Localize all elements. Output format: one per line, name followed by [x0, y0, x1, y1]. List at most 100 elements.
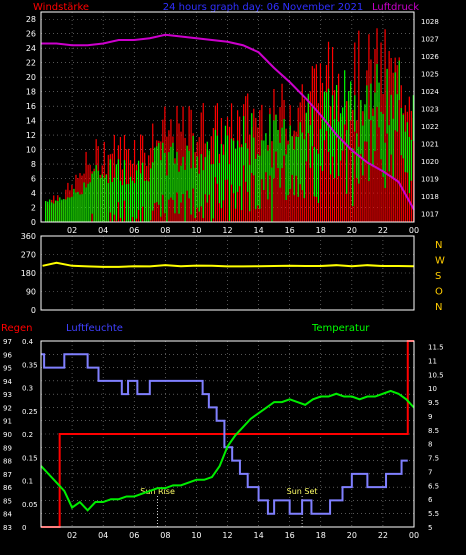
wind-tick-label: 2	[31, 204, 36, 213]
wind-tick-label: 0	[31, 218, 36, 227]
temperature-tick-label: 6.5	[428, 482, 439, 490]
time-tick-label: 06	[129, 531, 139, 540]
sun-marker-label: Sun Set	[287, 487, 318, 496]
wind-tick-label: 14	[26, 117, 36, 126]
humidity-tick-label: 87	[3, 471, 12, 479]
wind-tick-label: 16	[26, 102, 36, 111]
time-tick-label: 18	[316, 226, 326, 235]
direction-letter: O	[435, 287, 443, 298]
wind-tick-label: 10	[26, 146, 36, 155]
pressure-tick-label: 1020	[421, 158, 439, 166]
rain-tick-label: 0.35	[22, 361, 38, 369]
pressure-series	[41, 33, 415, 211]
time-tick-label: 22	[378, 531, 388, 540]
wind-tick-label: 8	[31, 160, 36, 169]
humidity-tick-label: 95	[3, 365, 12, 373]
humidity-tick-label: 91	[3, 418, 12, 426]
wind-tick-label: 22	[26, 59, 36, 68]
direction-letter: N	[435, 240, 442, 251]
time-tick-label: 16	[285, 226, 295, 235]
time-tick-label: 14	[253, 531, 263, 540]
time-tick-label: 00	[409, 531, 419, 540]
temperature-tick-label: 8	[428, 441, 432, 449]
time-tick-label: 02	[67, 531, 77, 540]
rain-tick-label: 0.4	[22, 338, 34, 346]
time-tick-label: 12	[222, 226, 232, 235]
humidity-tick-label: 93	[3, 391, 12, 399]
direction-tick-label: 270	[21, 251, 36, 260]
humidity-tick-label: 85	[3, 497, 12, 505]
humidity-tick-label: 90	[3, 431, 12, 439]
wind-panel-frame	[40, 11, 415, 223]
temperature-tick-label: 5	[428, 524, 432, 532]
time-tick-label: 08	[160, 531, 170, 540]
rain-tick-label: 0.2	[22, 431, 33, 439]
humidity-tick-label: 97	[3, 338, 12, 346]
time-tick-label: 04	[98, 226, 108, 235]
pressure-tick-label: 1023	[421, 105, 439, 113]
wind-series	[45, 28, 414, 222]
wind-pressure-panel: 0246810121416182022242628101710181019102…	[26, 11, 440, 235]
lower-panel-frame	[40, 340, 415, 528]
humidity-tick-label: 92	[3, 404, 12, 412]
rain-tick-label: 0.25	[22, 408, 38, 416]
wind-tick-label: 20	[26, 73, 36, 82]
lower-axis-ticks: 83848586878889909192939495969700.050.10.…	[3, 338, 444, 540]
time-tick-label: 18	[316, 531, 326, 540]
direction-letter: N	[435, 302, 442, 313]
wind-tick-label: 4	[31, 189, 36, 198]
temperature-tick-label: 8.5	[428, 427, 439, 435]
humidity-label: Luftfeuchte	[66, 323, 123, 334]
humidity-line	[41, 353, 408, 515]
humidity-tick-label: 83	[3, 524, 12, 532]
rain-tick-label: 0.3	[22, 385, 33, 393]
time-tick-label: 22	[378, 226, 388, 235]
pressure-tick-label: 1028	[421, 18, 439, 26]
rain-tick-label: 0.1	[22, 478, 33, 486]
rain-humidity-temp-panel: Sun Rise Sun Set 838485868788899091929394…	[3, 338, 444, 540]
humidity-tick-label: 96	[3, 351, 12, 359]
direction-tick-label: 360	[21, 232, 36, 241]
humidity-tick-label: 94	[3, 378, 12, 386]
time-tick-label: 04	[98, 531, 108, 540]
time-tick-label: 20	[347, 531, 357, 540]
pressure-tick-label: 1025	[421, 70, 439, 78]
direction-line	[42, 261, 415, 268]
temperature-tick-label: 7	[428, 468, 432, 476]
wind-axis-ticks: 0246810121416182022242628101710181019102…	[26, 15, 440, 235]
pressure-tick-label: 1026	[421, 53, 439, 61]
rain-label: Regen	[1, 323, 33, 334]
pressure-tick-label: 1017	[421, 210, 439, 218]
wind-label: Windstärke	[33, 2, 89, 13]
time-tick-label: 10	[191, 226, 201, 235]
chart-title: 24 hours graph day: 06 November 2021	[163, 2, 363, 13]
temperature-tick-label: 9.5	[428, 399, 439, 407]
direction-tick-label: 0	[31, 306, 36, 315]
temperature-tick-label: 11.5	[428, 344, 444, 352]
temperature-tick-label: 9	[428, 413, 432, 421]
rain-tick-label: 0.15	[22, 454, 38, 462]
time-tick-label: 08	[160, 226, 170, 235]
time-tick-label: 14	[253, 226, 263, 235]
wind-tick-label: 28	[26, 15, 36, 24]
time-tick-label: 20	[347, 226, 357, 235]
wind-tick-label: 18	[26, 88, 36, 97]
rain-tick-label: 0.05	[22, 501, 38, 509]
pressure-tick-label: 1027	[421, 35, 439, 43]
sun-marker-label: Sun Rise	[140, 487, 175, 496]
rain-tick-label: 0	[22, 524, 26, 532]
pressure-label: Luftdruck	[372, 2, 419, 13]
temperature-tick-label: 7.5	[428, 455, 439, 463]
pressure-tick-label: 1019	[421, 175, 439, 183]
direction-letter: W	[435, 256, 445, 267]
humidity-tick-label: 88	[3, 458, 12, 466]
wind-tick-label: 24	[26, 44, 36, 53]
wind-tick-label: 12	[26, 131, 36, 140]
time-tick-label: 16	[285, 531, 295, 540]
temperature-tick-label: 11	[428, 357, 437, 365]
temperature-tick-label: 10	[428, 385, 437, 393]
